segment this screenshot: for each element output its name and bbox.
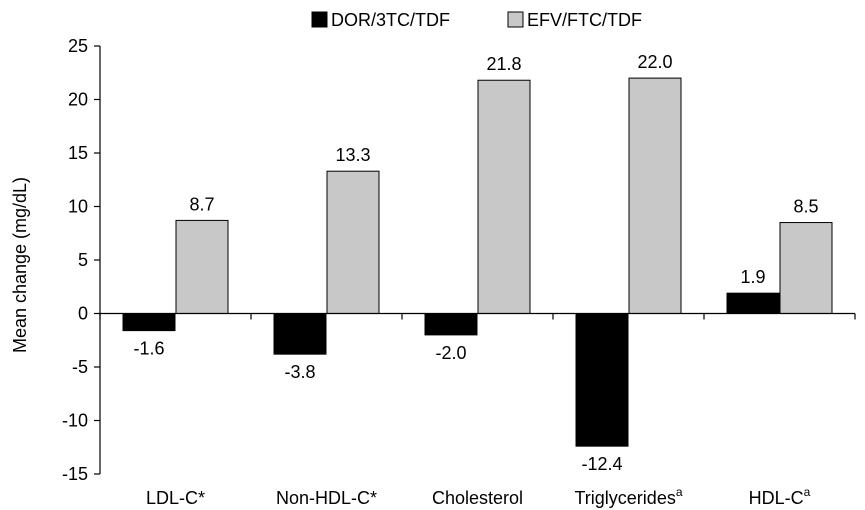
bar-efv — [780, 223, 832, 314]
category-label-superscript: a — [804, 485, 811, 499]
y-axis: 25 20 15 10 5 0 -5 -10 -15 — [62, 36, 100, 484]
bar-dor — [727, 293, 779, 313]
legend-swatch — [508, 12, 523, 27]
y-tick-label: -10 — [62, 411, 88, 431]
y-tick-label: 5 — [78, 250, 88, 270]
bar-efv — [176, 220, 228, 313]
bar-dor — [576, 314, 628, 447]
category-label: HDL-Ca — [749, 485, 811, 508]
bar-dor — [123, 314, 175, 331]
category-label: Triglyceridesa — [574, 485, 682, 508]
bar-dor — [274, 314, 326, 355]
bar-efv — [629, 78, 681, 313]
category-label: Cholesterol — [432, 488, 523, 508]
category-label-text: Triglycerides — [574, 488, 675, 508]
y-tick-label: 20 — [68, 90, 88, 110]
y-tick-label: 0 — [78, 304, 88, 324]
data-label: 1.9 — [740, 267, 765, 287]
category-label-text: Cholesterol — [432, 488, 523, 508]
data-label: -1.6 — [133, 339, 164, 359]
bar-dor — [425, 314, 477, 335]
legend-label: DOR/3TC/TDF — [331, 10, 450, 30]
category-label-text: Non-HDL-C* — [276, 488, 377, 508]
data-label: 13.3 — [335, 145, 370, 165]
category-label: Non-HDL-C* — [276, 488, 377, 508]
y-tick-label: 25 — [68, 36, 88, 56]
y-tick-label: 10 — [68, 197, 88, 217]
category-label-superscript: a — [676, 485, 683, 499]
category-label-text: HDL-C — [749, 488, 804, 508]
category-label-text: LDL-C* — [146, 488, 205, 508]
y-tick-label: -5 — [72, 357, 88, 377]
y-tick-label: -15 — [62, 464, 88, 484]
legend-swatch — [312, 12, 327, 27]
data-label: 22.0 — [637, 52, 672, 72]
bar-efv — [327, 171, 379, 313]
data-label: -3.8 — [284, 362, 315, 382]
y-axis-label: Mean change (mg/dL) — [10, 177, 30, 353]
data-label: 8.7 — [189, 194, 214, 214]
category-label: LDL-C* — [146, 488, 205, 508]
bar-efv — [478, 80, 530, 313]
y-tick-label: 15 — [68, 143, 88, 163]
data-label: -2.0 — [435, 343, 466, 363]
data-label: -12.4 — [581, 454, 622, 474]
x-axis: LDL-C* Non-HDL-C* Cholesterol Triglycerides… — [100, 314, 855, 509]
data-label: 8.5 — [793, 197, 818, 217]
data-label: 21.8 — [486, 54, 521, 74]
legend-label: EFV/FTC/TDF — [527, 10, 642, 30]
legend: DOR/3TC/TDF EFV/FTC/TDF — [312, 10, 642, 30]
bars: -1.6 8.7 -3.8 13.3 -2.0 21.8 -12.4 22.0 1.9 8.5 — [123, 52, 832, 474]
